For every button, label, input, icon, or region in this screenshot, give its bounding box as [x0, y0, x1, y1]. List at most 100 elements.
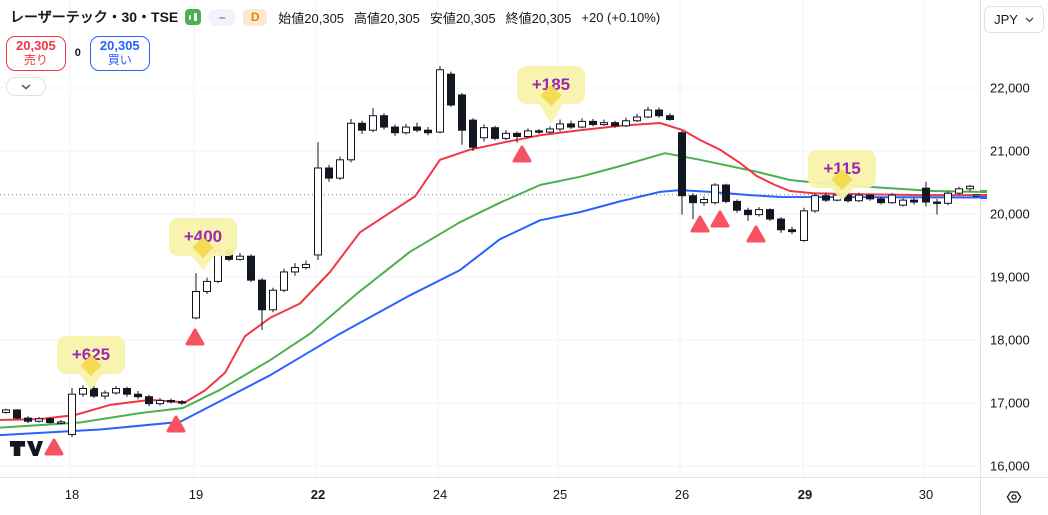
sell-price: 20,305 [16, 38, 56, 53]
ma-fast-red [0, 122, 980, 421]
trade-panel: 20,305 売り 0 20,305 買い [6, 36, 150, 71]
time-axis-label[interactable]: 24 [432, 487, 448, 502]
candlestick [35, 418, 43, 422]
candlestick [855, 194, 863, 202]
symbol-title: レーザーテック・30・TSE [10, 9, 179, 25]
profit-value: +115 [823, 159, 860, 179]
chevron-down-icon [1025, 16, 1034, 22]
candlestick [973, 194, 980, 197]
profit-bubble: +625 [57, 336, 125, 390]
candlestick [666, 115, 674, 121]
price-axis-label[interactable]: 18,000 [990, 332, 1030, 348]
profit-bubble: +115 [808, 150, 876, 201]
candlestick [134, 393, 142, 398]
candlestick [899, 199, 907, 206]
candlestick [480, 127, 488, 139]
candlestick [247, 255, 255, 281]
candlestick [966, 185, 974, 190]
bubble-pointer [538, 102, 564, 124]
price-axis-label[interactable]: 21,000 [990, 143, 1030, 159]
sell-label: 売り [23, 52, 48, 67]
candlestick [447, 73, 455, 106]
candlestick [236, 255, 244, 260]
low-label: 安値 [429, 10, 456, 26]
buy-signal-triangle [690, 215, 710, 233]
candlestick [678, 132, 686, 197]
candlestick [302, 263, 310, 269]
candlestick [280, 271, 288, 291]
candlestick [325, 167, 333, 179]
candlestick [258, 279, 266, 311]
candlestick [167, 399, 175, 403]
candlestick [101, 392, 109, 397]
time-axis-label[interactable]: 19 [188, 487, 204, 502]
high-label: 高値 [354, 10, 381, 26]
candlestick [347, 122, 355, 161]
indicator-dash-badge[interactable]: – [208, 8, 237, 26]
time-axis-label[interactable]: 22 [310, 487, 326, 502]
price-axis-label[interactable]: 17,000 [990, 395, 1030, 411]
candlestick [436, 69, 444, 133]
tradingview-logo[interactable] [9, 439, 43, 463]
time-axis-label[interactable]: 25 [552, 487, 568, 502]
time-axis-label[interactable]: 18 [64, 487, 80, 502]
buy-button[interactable]: 20,305 買い [89, 36, 150, 71]
expand-panel-button[interactable] [6, 77, 46, 96]
candlestick [722, 184, 730, 202]
candlestick-series-icon[interactable] [185, 9, 202, 25]
buy-signal-triangle [44, 438, 64, 456]
candlestick [955, 188, 963, 194]
candlestick [380, 115, 388, 128]
bubble-pointer [190, 254, 216, 270]
candlestick [866, 194, 874, 200]
candlestick [546, 128, 554, 133]
high-value: 20,305 [380, 10, 420, 26]
candlestick [192, 290, 200, 319]
candlestick [314, 167, 322, 256]
price-axis-label[interactable]: 16,000 [990, 458, 1030, 474]
time-axis-label[interactable]: 30 [918, 487, 934, 502]
axis-settings-button[interactable] [980, 478, 1048, 515]
candlestick [733, 200, 741, 211]
buy-label: 買い [107, 52, 132, 67]
ma-fast-red-axis-tick [980, 193, 987, 197]
profit-bubble: +400 [169, 218, 237, 270]
time-axis-label[interactable]: 29 [797, 487, 813, 502]
price-axis-label[interactable]: 20,000 [990, 206, 1030, 222]
price-axis-label[interactable]: 19,000 [990, 269, 1030, 285]
candlestick [744, 209, 752, 216]
buy-signal-triangle [166, 415, 186, 433]
candlestick [24, 417, 32, 422]
open-value: 20,305 [304, 10, 345, 26]
daily-interval-badge[interactable]: D [243, 8, 268, 26]
low-value: 20,305 [455, 10, 496, 26]
candlestick [556, 123, 564, 130]
price-axis-label[interactable]: 22,000 [990, 80, 1030, 96]
time-axis-label[interactable]: 26 [674, 487, 690, 502]
candlestick [622, 120, 630, 127]
candlestick [502, 132, 510, 139]
candlestick [369, 115, 377, 131]
candlestick [203, 280, 211, 292]
sell-button[interactable]: 20,305 売り [6, 36, 66, 71]
gear-icon [1006, 490, 1022, 503]
currency-button[interactable]: JPY [984, 6, 1044, 33]
candlestick [57, 421, 65, 424]
candlestick [145, 396, 153, 405]
open-label: 始値 [278, 10, 305, 26]
candlestick [777, 218, 785, 231]
candlestick [13, 409, 21, 419]
candlestick [458, 94, 466, 131]
candlestick [567, 123, 575, 128]
bubble-pointer [78, 372, 104, 390]
candlestick [689, 195, 697, 204]
candlestick [788, 229, 796, 233]
ma-mid-green-axis-tick [980, 190, 987, 194]
candlestick [644, 109, 652, 118]
buy-price: 20,305 [99, 38, 140, 53]
candlestick [922, 187, 930, 203]
buy-signal-triangle [746, 225, 766, 243]
currency-label: JPY [994, 12, 1018, 27]
price-chart[interactable] [0, 0, 980, 477]
ma-slow-blue-axis-tick [980, 195, 987, 199]
